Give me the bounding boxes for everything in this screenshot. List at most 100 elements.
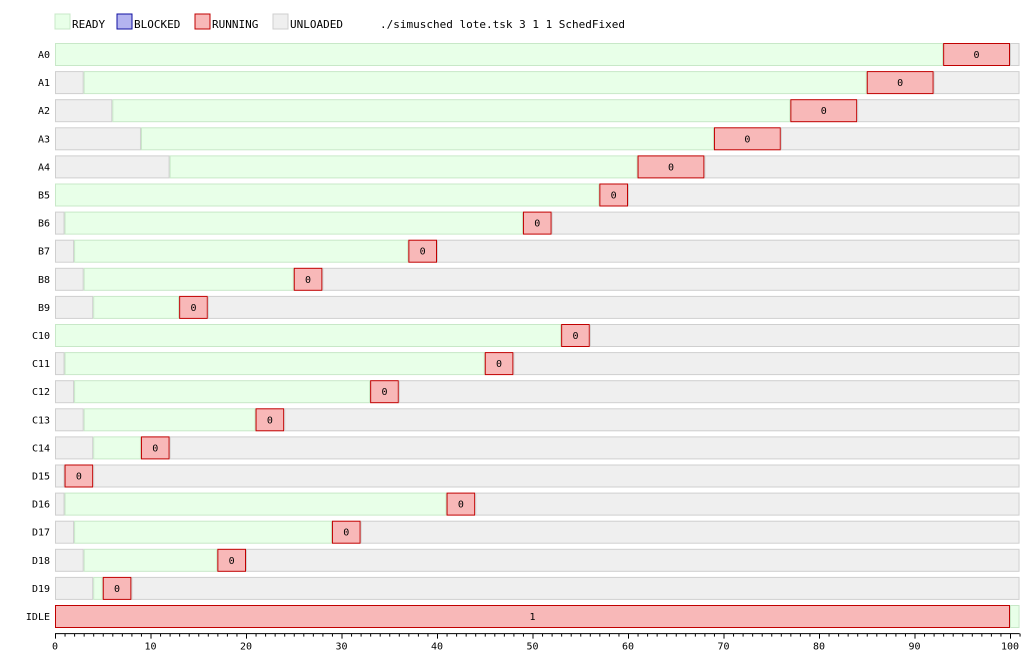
legend: READY BLOCKED RUNNING UNLOADED (54, 13, 343, 31)
segment-b6-unloaded-3 (551, 211, 1020, 235)
segment-c13-unloaded-3 (284, 408, 1020, 432)
segment-c11-running-2 (484, 352, 514, 376)
segment-b7-running-2 (408, 239, 438, 263)
segment-label-b6: 0 (534, 219, 540, 230)
row-b5: B5 0 (38, 183, 1020, 207)
legend-label-ready: READY (72, 18, 105, 31)
segment-d16-unloaded-0 (55, 492, 65, 516)
x-tick-label: 0 (52, 642, 58, 653)
row-a2: A2 0 (38, 99, 1020, 123)
segment-b8-unloaded-3 (322, 267, 1020, 291)
segment-a3-running-2 (713, 127, 781, 151)
segment-label-a2: 0 (821, 106, 827, 117)
x-tick-label: 40 (431, 642, 443, 653)
x-tick-label: 70 (717, 642, 729, 653)
segment-d19-unloaded-3 (131, 576, 1020, 600)
row-label-d15: D15 (32, 472, 50, 483)
segment-label-b7: 0 (420, 247, 426, 258)
row-label-idle: IDLE (26, 612, 50, 623)
segment-d19-ready-1 (93, 576, 103, 600)
segment-a4-unloaded-3 (704, 155, 1020, 179)
row-idle: IDLE 1 (26, 605, 1020, 628)
row-label-a2: A2 (38, 106, 50, 117)
segment-a1-unloaded-0 (55, 71, 84, 95)
row-label-b8: B8 (38, 275, 50, 286)
segment-idle-ready-1 (1010, 605, 1020, 628)
segment-b7-ready-1 (74, 239, 409, 263)
segment-c13-unloaded-0 (55, 408, 84, 432)
segment-c14-unloaded-3 (169, 436, 1020, 460)
segment-a0-ready-0 (55, 43, 944, 66)
x-tick-label: 90 (908, 642, 920, 653)
row-label-d19: D19 (32, 584, 50, 595)
segment-b6-ready-1 (64, 211, 523, 235)
segment-a4-unloaded-0 (55, 155, 170, 179)
segment-d17-running-2 (331, 520, 361, 544)
segment-d17-unloaded-0 (55, 520, 75, 544)
segment-c11-ready-1 (64, 352, 485, 376)
segment-c12-running-2 (370, 380, 399, 404)
x-tick-label: 100 (1001, 642, 1019, 653)
segment-label-a4: 0 (668, 162, 674, 173)
x-tick-label: 10 (144, 642, 156, 653)
segment-d15-unloaded-2 (93, 464, 1020, 488)
segment-label-c14: 0 (152, 443, 158, 454)
segment-a1-unloaded-3 (933, 71, 1020, 95)
segment-c13-ready-1 (83, 408, 256, 432)
row-c11: C11 0 (32, 352, 1020, 376)
row-d17: D17 0 (32, 520, 1020, 544)
command-line-label: ./simusched lote.tsk 3 1 1 SchedFixed (380, 18, 625, 31)
segment-label-d18: 0 (229, 556, 235, 567)
segment-label-a0: 0 (974, 50, 980, 61)
segment-b9-unloaded-3 (207, 295, 1020, 319)
segment-a4-ready-1 (169, 155, 638, 179)
row-c14: C14 0 (32, 436, 1020, 460)
row-label-a4: A4 (38, 162, 50, 173)
segment-b8-ready-1 (83, 267, 294, 291)
segment-c12-unloaded-3 (398, 380, 1020, 404)
segment-c10-running-1 (561, 324, 590, 347)
segment-d15-running-1 (64, 464, 94, 488)
segment-a2-unloaded-3 (857, 99, 1020, 123)
row-label-c13: C13 (32, 415, 50, 426)
segment-d17-unloaded-3 (360, 520, 1020, 544)
segment-c13-running-2 (255, 408, 285, 432)
row-d18: D18 0 (32, 548, 1020, 572)
segment-a3-unloaded-3 (780, 127, 1020, 151)
segment-a3-unloaded-0 (55, 127, 141, 151)
segment-label-c13: 0 (267, 415, 273, 426)
segment-c12-ready-1 (74, 380, 371, 404)
row-label-d18: D18 (32, 556, 50, 567)
row-label-b7: B7 (38, 247, 50, 258)
segment-c14-ready-1 (93, 436, 141, 460)
legend-label-running: RUNNING (212, 18, 258, 31)
segment-c12-unloaded-0 (55, 380, 75, 404)
segment-label-c11: 0 (496, 359, 502, 370)
segment-d18-ready-1 (83, 548, 218, 572)
row-label-d16: D16 (32, 500, 50, 511)
segment-b6-running-2 (522, 211, 552, 235)
row-label-c14: C14 (32, 443, 50, 454)
x-tick-label: 80 (813, 642, 825, 653)
row-label-d17: D17 (32, 528, 50, 539)
row-label-a1: A1 (38, 78, 50, 89)
segment-a1-ready-1 (83, 71, 867, 95)
segment-idle-running-0 (55, 605, 1010, 628)
legend-label-unloaded: UNLOADED (290, 18, 343, 31)
segment-b8-running-2 (293, 267, 323, 291)
row-label-c12: C12 (32, 387, 50, 398)
segment-d17-ready-1 (74, 520, 332, 544)
segment-d16-running-2 (446, 492, 476, 516)
segment-c10-unloaded-2 (589, 324, 1020, 347)
segment-label-c10: 0 (572, 331, 578, 342)
segment-label-b8: 0 (305, 275, 311, 286)
row-b8: B8 0 (38, 267, 1020, 291)
segment-a2-unloaded-0 (55, 99, 113, 123)
legend-label-blocked: BLOCKED (134, 18, 180, 31)
legend-swatch-blocked (116, 13, 133, 30)
row-label-a0: A0 (38, 50, 50, 61)
segment-b9-running-2 (179, 295, 208, 319)
row-a1: A1 0 (38, 71, 1020, 95)
segment-label-a1: 0 (897, 78, 903, 89)
